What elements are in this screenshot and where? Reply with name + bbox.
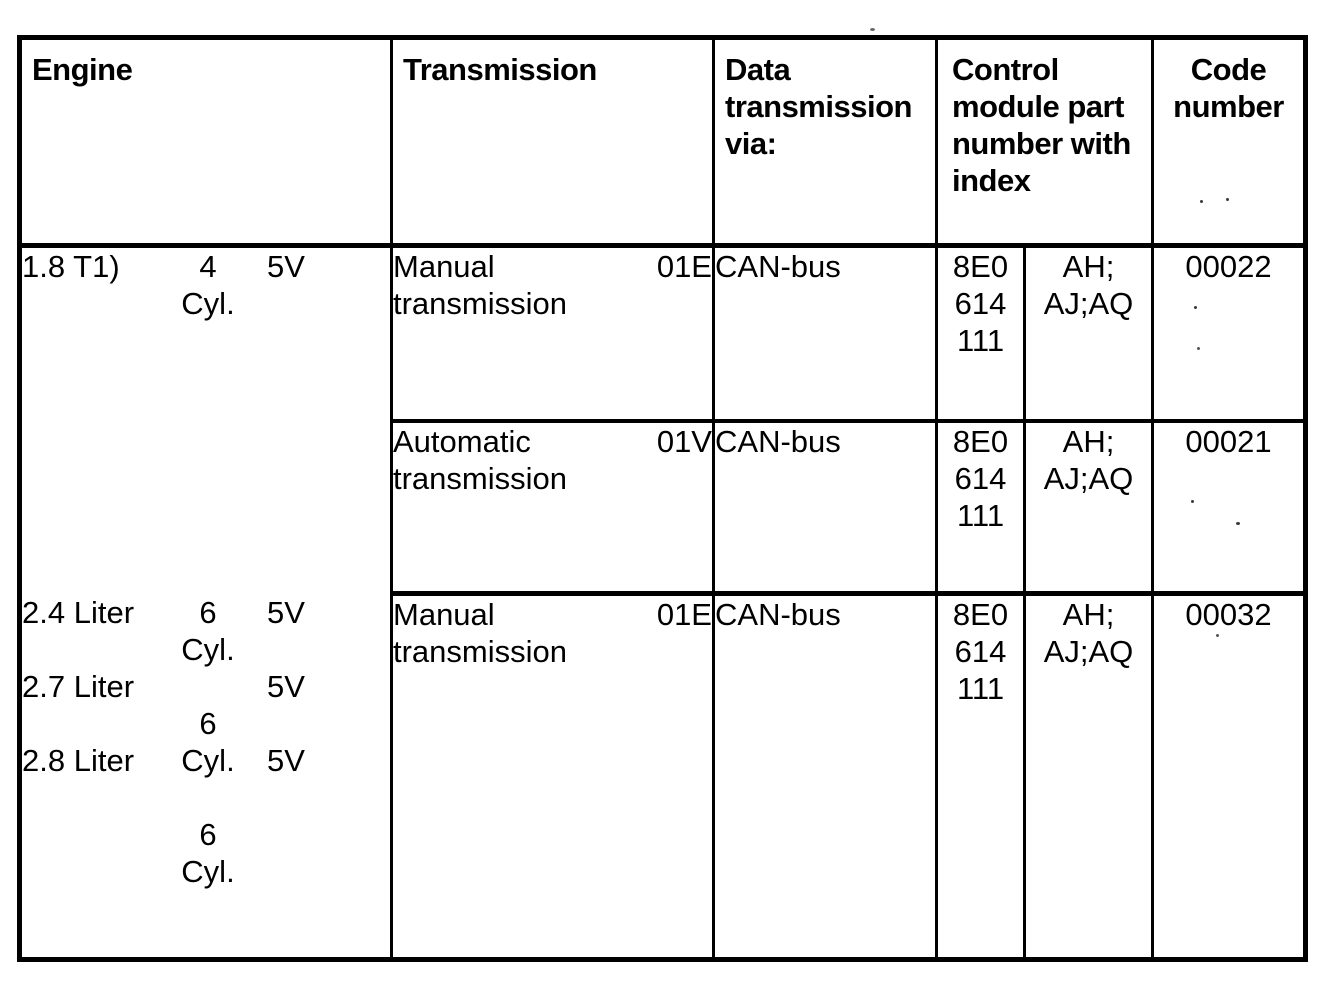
engine-grid-cell: 5V: [267, 594, 305, 630]
part-number-cell: 8E0 614 111: [935, 419, 1026, 596]
part-index-cell: AH; AJ;AQ: [1023, 592, 1154, 961]
code-number-cell: 00032: [1151, 592, 1307, 961]
code-number-cell: 00022: [1151, 244, 1307, 423]
engine-grid-cell: 6: [199, 594, 217, 630]
scan-speck: [1200, 200, 1203, 203]
scan-speck: [1216, 634, 1219, 637]
transmission-split: Automatic transmission 01V: [393, 423, 712, 497]
engine-grid-cell: Cyl.: [181, 853, 235, 889]
transmission-name: Automatic transmission: [393, 423, 567, 496]
engine-grid-cell: 6: [199, 816, 217, 852]
part-number-cell: 8E0 614 111: [935, 244, 1026, 423]
transmission-cell: Manual transmission 01E: [390, 244, 715, 423]
code-number-cell: 00021: [1151, 419, 1307, 596]
scan-speck: [1191, 500, 1194, 503]
engine-grid-cell: [244, 631, 328, 668]
engine-grid-cell: 5V: [267, 668, 305, 704]
scan-speck: [1197, 347, 1200, 350]
transmission-name: Manual transmission: [393, 597, 567, 669]
data-via-cell: CAN-bus: [712, 419, 938, 596]
engine-grid-cell: [22, 816, 172, 853]
col-header-control-module-part-number: Control module part number with index: [935, 36, 1154, 248]
transmission-code: 01V: [656, 423, 712, 459]
engine-grid-cell: [22, 285, 172, 322]
scan-speck: [1194, 306, 1197, 309]
part-number-cell: 8E0 614 111: [935, 592, 1026, 961]
engine-grid-cell: [22, 853, 172, 890]
transmission-cell: Manual transmission 01E: [390, 592, 715, 961]
engine-grid-cell: Cyl.: [181, 631, 235, 667]
engine-grid-cell: [244, 779, 328, 816]
col-header-transmission: Transmission: [390, 36, 715, 248]
table-row: 1.8 T1) 4 5V Cyl. Manual transmission 01E C…: [18, 244, 1307, 594]
col-header-data-transmission-via: Data transmission via:: [712, 36, 938, 248]
engine-spec-group-1-8t: 1.8 T1) 4 5V Cyl.: [22, 248, 390, 322]
engine-grid-cell: [22, 779, 172, 816]
engine-grid-cell: [22, 631, 172, 668]
transmission-name: Manual transmission: [393, 249, 567, 321]
engine-grid-cell: 2.8 Liter: [22, 742, 135, 778]
engine-transmission-table: Engine Transmission Data transmission vi…: [17, 35, 1308, 962]
engine-grid-cell: [22, 705, 172, 742]
scan-speck: [1236, 522, 1240, 525]
engine-cell-v6: 2.4 Liter 6 5V Cyl. 2.7 Liter 5V 6 2.8 Liter Cyl…: [18, 593, 393, 961]
engine-grid-cell: 5V: [267, 249, 305, 284]
engine-grid-cell: 2.7 Liter: [22, 668, 135, 704]
engine-grid-cell: [172, 779, 244, 816]
engine-cell-1-8t: 1.8 T1) 4 5V Cyl.: [18, 244, 393, 594]
data-via-cell: CAN-bus: [712, 592, 938, 961]
col-header-code-number: Code number: [1151, 36, 1307, 248]
engine-grid-cell: 4: [199, 249, 217, 284]
engine-grid-cell: 6: [199, 705, 217, 741]
part-index-cell: AH; AJ;AQ: [1023, 244, 1154, 423]
engine-grid-cell: [244, 816, 328, 853]
engine-grid-cell: 2.4 Liter: [22, 594, 135, 630]
part-index-cell: AH; AJ;AQ: [1023, 419, 1154, 596]
table-row: Automatic transmission 01V CAN-bus 8E0 6…: [20, 419, 1307, 596]
transmission-split: Manual transmission 01E: [393, 248, 712, 322]
col-header-engine: Engine: [18, 36, 393, 248]
engine-grid-cell: [244, 705, 328, 742]
transmission-cell: Automatic transmission 01V: [390, 419, 715, 596]
data-via-cell: CAN-bus: [712, 244, 938, 423]
engine-grid-cell: [172, 668, 244, 705]
table-row: 2.4 Liter 6 5V Cyl. 2.7 Liter 5V 6 2.8 Liter Cyl…: [18, 592, 1307, 961]
scan-speck: [870, 28, 875, 31]
engine-grid-cell: [244, 853, 328, 890]
engine-grid-cell: [244, 285, 328, 322]
transmission-code: 01E: [656, 249, 712, 284]
engine-grid-cell: 5V: [267, 742, 305, 778]
scan-speck: [1226, 198, 1229, 201]
engine-grid-cell: Cyl.: [181, 742, 235, 778]
transmission-code: 01E: [656, 597, 712, 632]
transmission-split: Manual transmission 01E: [393, 596, 712, 670]
engine-spec-group-v6: 2.4 Liter 6 5V Cyl. 2.7 Liter 5V 6 2.8 Liter Cyl…: [22, 594, 390, 890]
table-header-row: Engine Transmission Data transmission vi…: [18, 36, 1307, 248]
engine-grid-cell: Cyl.: [181, 286, 235, 321]
engine-grid-cell: 1.8 T1): [22, 249, 120, 284]
